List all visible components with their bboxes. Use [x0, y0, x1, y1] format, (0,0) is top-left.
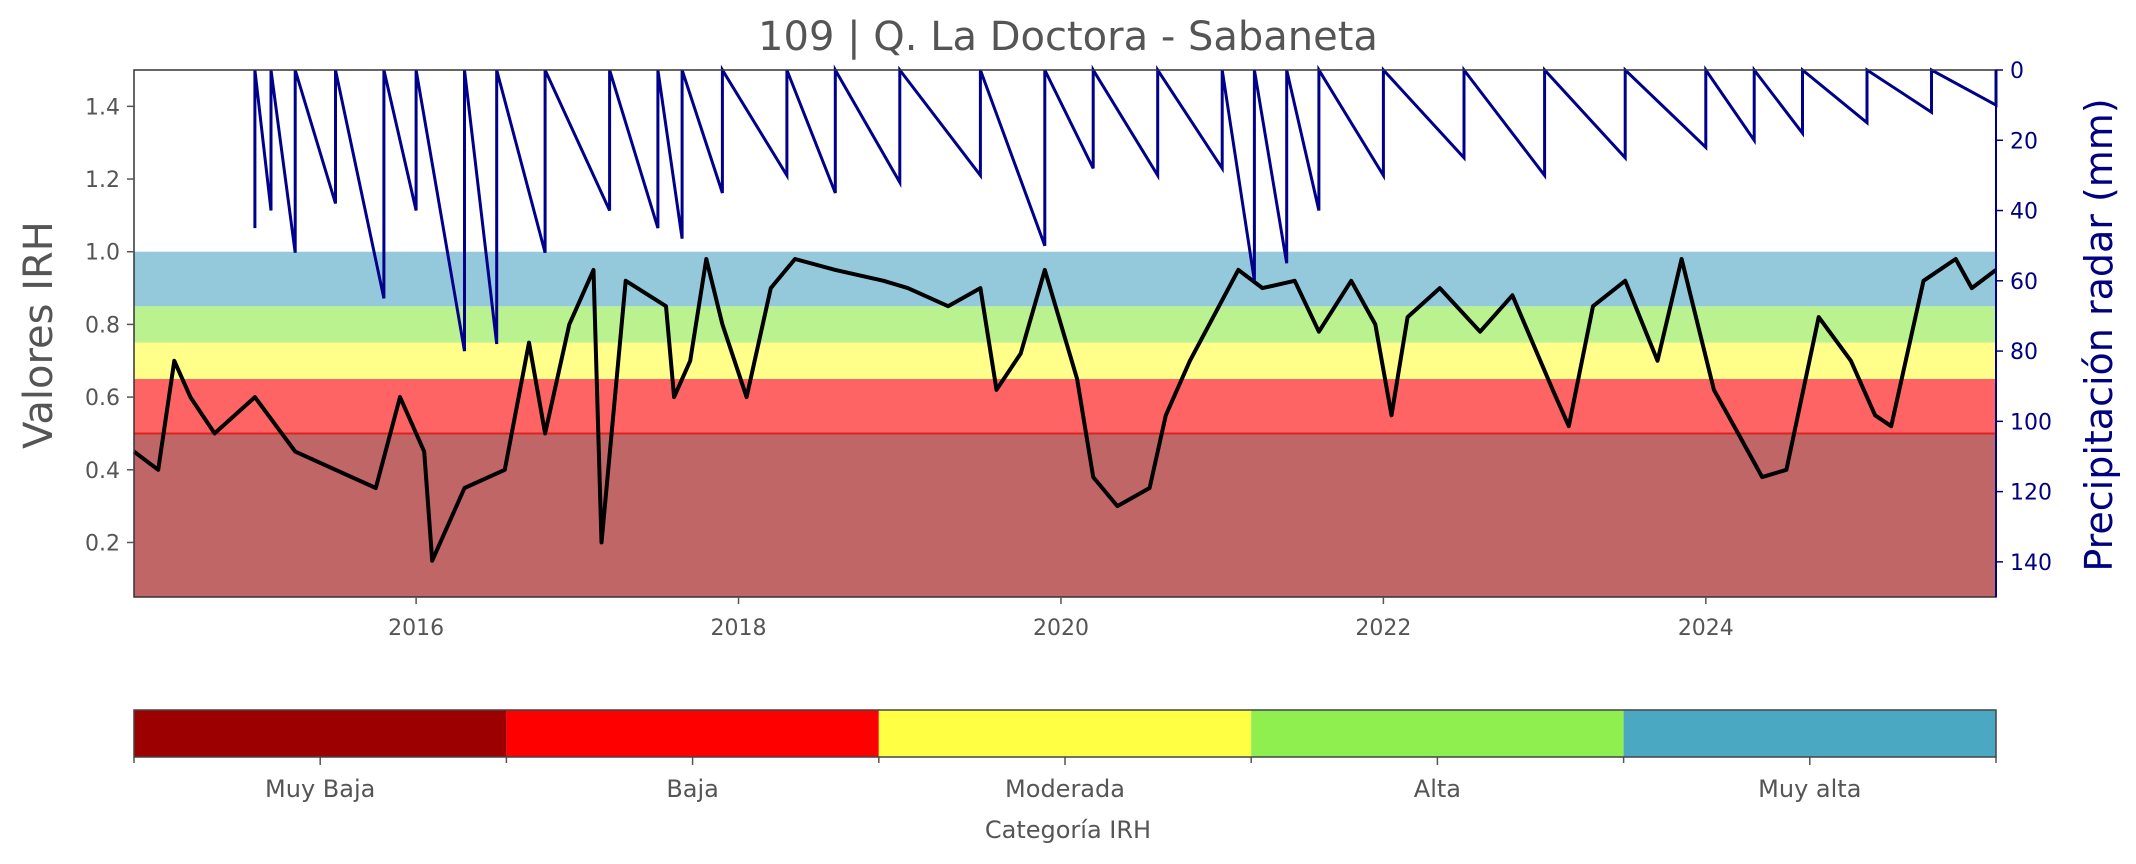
- right-tick-label: 20: [2010, 129, 2038, 154]
- category-swatch: [134, 710, 507, 757]
- right-tick-label: 0: [2010, 59, 2024, 84]
- irh-band-1: [134, 433, 1996, 597]
- x-tick-label: 2016: [388, 616, 444, 641]
- left-tick-label: 0.2: [85, 531, 120, 556]
- category-axis-label: Categoría IRH: [985, 816, 1151, 844]
- left-axis-label: Valores IRH: [16, 221, 62, 449]
- category-colorbar: Muy Baja Baja Moderada Alta Muy alta: [133, 709, 1997, 803]
- chart-title: 109 | Q. La Doctora - Sabaneta: [758, 14, 1378, 60]
- left-tick-label: 0.4: [85, 459, 120, 484]
- x-tick-label: 2024: [1678, 616, 1734, 641]
- right-tick-label: 100: [2010, 410, 2052, 435]
- right-tick-label: 60: [2010, 270, 2038, 295]
- category-label: Muy alta: [1758, 775, 1861, 803]
- irh-band-2: [134, 378, 1996, 434]
- right-tick-label: 40: [2010, 200, 2038, 225]
- irh-series: [132, 257, 1998, 563]
- left-tick-label: 0.6: [85, 386, 120, 411]
- category-label: Baja: [666, 775, 719, 803]
- category-swatch: [1623, 710, 1996, 757]
- colorbar-frame: [133, 709, 1997, 758]
- left-tick-label: 0.8: [85, 313, 120, 338]
- x-tick-label: 2018: [711, 616, 767, 641]
- category-label: Muy Baja: [265, 775, 375, 803]
- right-tick-label: 120: [2010, 481, 2052, 506]
- irh-band-3: [134, 342, 1996, 379]
- irh-band-5: [134, 251, 1996, 307]
- left-tick-label: 1.0: [85, 241, 120, 266]
- category-label: Moderada: [1005, 775, 1125, 803]
- x-tick-label: 2020: [1033, 616, 1089, 641]
- left-tick-label: 1.4: [85, 95, 120, 120]
- right-tick-label: 140: [2010, 551, 2052, 576]
- left-tick-label: 1.2: [85, 168, 120, 193]
- right-axis-label: Precipitación radar (mm): [2077, 98, 2121, 571]
- category-label: Alta: [1414, 775, 1461, 803]
- right-tick-label: 80: [2010, 340, 2038, 365]
- category-swatch: [1251, 710, 1624, 757]
- category-swatch: [506, 710, 879, 757]
- plot-area: 0.2 0.4 0.6 0.8 1.0 1.2 1.4 0 20 40 60 80 100 120 140 2…: [85, 59, 2052, 641]
- category-swatch: [878, 710, 1252, 757]
- x-tick-label: 2022: [1355, 616, 1411, 641]
